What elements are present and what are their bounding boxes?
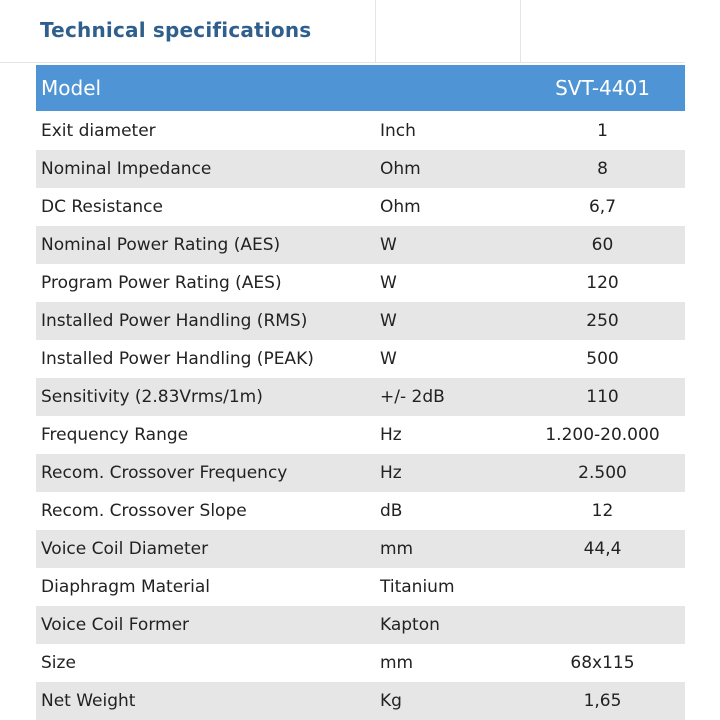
spec-unit: Titanium (380, 577, 455, 597)
spec-unit: Ohm (380, 197, 421, 217)
spec-value: 250 (586, 311, 619, 331)
table-row: Recom. Crossover Frequency Hz 2.500 (36, 454, 685, 492)
spec-name: Recom. Crossover Frequency (41, 463, 288, 483)
spec-unit: mm (380, 539, 414, 559)
header-value: SVT-4401 (555, 76, 650, 100)
spec-name: Frequency Range (41, 425, 189, 445)
spec-value: 60 (591, 235, 614, 255)
table-row: Sensitivity (2.83Vrms/1m) +/- 2dB 110 (36, 378, 685, 416)
spec-name: Installed Power Handling (PEAK) (41, 349, 314, 369)
table-row: Net Weight Kg 1,65 (36, 682, 685, 720)
table-row: Nominal Impedance Ohm 8 (36, 150, 685, 188)
spec-name: Installed Power Handling (RMS) (41, 311, 308, 331)
spec-name: Recom. Crossover Slope (41, 501, 247, 521)
spec-unit: mm (380, 653, 414, 673)
spec-value: 1 (597, 121, 608, 141)
spec-unit: Hz (380, 463, 402, 483)
table-row: Diaphragm Material Titanium (36, 568, 685, 606)
table-row: DC Resistance Ohm 6,7 (36, 188, 685, 226)
spec-name: Nominal Impedance (41, 159, 212, 179)
spec-value: 44,4 (583, 539, 622, 559)
spec-name: Diaphragm Material (41, 577, 211, 597)
spec-name: Net Weight (41, 691, 136, 711)
table-row: Frequency Range Hz 1.200-20.000 (36, 416, 685, 454)
spec-unit: Hz (380, 425, 402, 445)
table-row: Voice Coil Diameter mm 44,4 (36, 530, 685, 568)
spec-name: Size (41, 653, 76, 673)
spec-unit: W (380, 349, 397, 369)
table-row: Program Power Rating (AES) W 120 (36, 264, 685, 302)
spec-name: Voice Coil Former (41, 615, 190, 635)
spec-name: Voice Coil Diameter (41, 539, 209, 559)
spec-unit: dB (380, 501, 403, 521)
spec-value: 500 (586, 349, 619, 369)
spec-unit: W (380, 311, 397, 331)
spec-unit: Kapton (380, 615, 440, 635)
spec-value: 1.200-20.000 (545, 425, 660, 445)
title-row: Technical specifications (0, 0, 685, 63)
separator (520, 0, 521, 62)
spec-unit: W (380, 273, 397, 293)
spec-name: Sensitivity (2.83Vrms/1m) (41, 387, 263, 407)
spec-name: DC Resistance (41, 197, 163, 217)
spec-value: 12 (591, 501, 614, 521)
table-row: Installed Power Handling (RMS) W 250 (36, 302, 685, 340)
header-row: Model SVT-4401 (36, 65, 685, 111)
spec-value: 2.500 (578, 463, 627, 483)
table-row: Recom. Crossover Slope dB 12 (36, 492, 685, 530)
table-row: Exit diameter Inch 1 (36, 112, 685, 150)
spec-unit: Kg (380, 691, 402, 711)
spec-unit: Ohm (380, 159, 421, 179)
spec-value: 8 (597, 159, 608, 179)
separator (375, 0, 376, 62)
spec-unit: Inch (380, 121, 416, 141)
spec-value: 68x115 (570, 653, 635, 673)
header-label: Model (41, 76, 102, 100)
spec-name: Nominal Power Rating (AES) (41, 235, 281, 255)
spec-name: Program Power Rating (AES) (41, 273, 282, 293)
table-row: Size mm 68x115 (36, 644, 685, 682)
table-row: Nominal Power Rating (AES) W 60 (36, 226, 685, 264)
spec-value: 110 (586, 387, 619, 407)
spec-unit: W (380, 235, 397, 255)
spec-value: 1,65 (583, 691, 622, 711)
table-row: Installed Power Handling (PEAK) W 500 (36, 340, 685, 378)
spec-name: Exit diameter (41, 121, 156, 141)
spec-unit: +/- 2dB (380, 387, 445, 407)
table-title: Technical specifications (40, 18, 312, 42)
table-row: Voice Coil Former Kapton (36, 606, 685, 644)
spec-value: 6,7 (588, 197, 617, 217)
spec-value: 120 (586, 273, 619, 293)
